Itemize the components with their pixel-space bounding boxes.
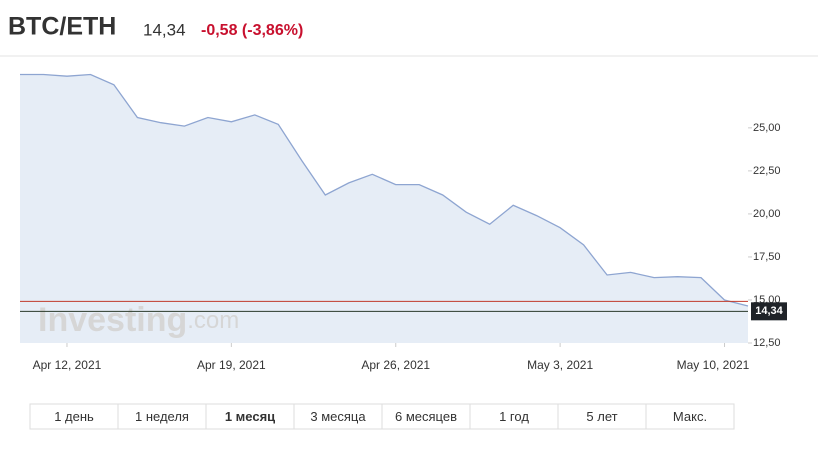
last-price-tag: [751, 302, 787, 321]
area: [20, 74, 748, 343]
x-tick-label: May 3, 2021: [527, 358, 593, 372]
y-tick-label: 20,00: [753, 208, 781, 220]
watermark-suffix: .com: [187, 307, 239, 334]
symbol: BTC/ETH: [8, 13, 116, 41]
range-label[interactable]: 5 лет: [586, 409, 617, 424]
watermark-main: Investing: [38, 301, 187, 339]
y-tick-label: 25,00: [753, 122, 781, 134]
last-price-label: 14,34: [755, 305, 783, 317]
y-tick-label: 17,50: [753, 251, 781, 263]
y-tick-label: 22,50: [753, 165, 781, 177]
price: 14,34: [143, 20, 186, 39]
range-label[interactable]: 1 неделя: [135, 409, 189, 424]
range-label[interactable]: 3 месяца: [310, 409, 366, 424]
range-label[interactable]: 6 месяцев: [395, 409, 457, 424]
range-button[interactable]: [645, 403, 735, 430]
y-tick-label: 12,50: [753, 337, 781, 349]
range-label[interactable]: 1 день: [54, 409, 94, 424]
x-tick-label: May 10, 2021: [677, 358, 750, 372]
range-label[interactable]: 1 год: [499, 409, 529, 424]
x-tick-label: Apr 19, 2021: [197, 358, 266, 372]
range-button[interactable]: [293, 403, 383, 430]
watermark: Investing.com: [38, 301, 239, 339]
range-button[interactable]: [469, 403, 559, 430]
range-button[interactable]: [381, 403, 471, 430]
price-line: [20, 73, 749, 307]
range-label[interactable]: 1 месяц: [225, 409, 275, 424]
range-label[interactable]: Макс.: [673, 409, 707, 424]
change: -0,58 (-3,86%): [201, 22, 303, 39]
x-tick-label: Apr 12, 2021: [33, 358, 102, 372]
x-tick-label: Apr 26, 2021: [361, 358, 430, 372]
